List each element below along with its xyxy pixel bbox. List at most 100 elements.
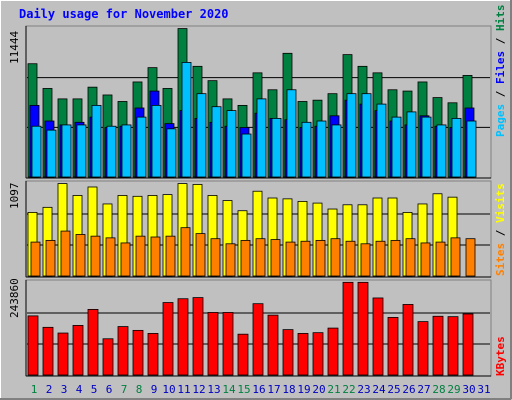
bar-sites-day-19 <box>300 240 311 277</box>
bar-pages-day-15 <box>241 133 252 178</box>
bottom-legend: KBytes <box>494 336 507 376</box>
x-label-day-15: 15 <box>237 383 250 396</box>
bar-kbytes-day-19 <box>297 333 309 376</box>
bar-pages-day-12 <box>196 93 207 178</box>
bar-pages-day-21 <box>331 124 342 178</box>
bar-pages-day-22 <box>346 93 357 178</box>
x-label-day-19: 19 <box>297 383 310 396</box>
bar-sites-day-8 <box>135 235 146 277</box>
middle-legend: Sites / Visits <box>494 183 507 276</box>
bar-sites-day-9 <box>150 236 161 277</box>
x-label-day-28: 28 <box>432 383 445 396</box>
bar-pages-day-25 <box>391 116 402 178</box>
bar-sites-day-27 <box>420 242 431 277</box>
bar-kbytes-day-1 <box>27 315 39 376</box>
bar-sites-day-15 <box>240 239 251 277</box>
bar-pages-day-10 <box>166 128 177 178</box>
bar-kbytes-day-2 <box>42 326 54 376</box>
bar-kbytes-day-15 <box>237 333 249 376</box>
bar-sites-day-5 <box>90 235 101 277</box>
legend-sites: Sites <box>494 243 507 276</box>
x-label-day-5: 5 <box>91 383 98 396</box>
bar-kbytes-day-29 <box>447 316 459 376</box>
bar-kbytes-day-12 <box>192 297 204 376</box>
bar-pages-day-9 <box>151 104 162 178</box>
bar-sites-day-20 <box>315 239 326 277</box>
bar-kbytes-day-5 <box>87 309 99 376</box>
bar-sites-day-4 <box>75 234 86 277</box>
bar-kbytes-day-26 <box>402 304 414 376</box>
bar-sites-day-14 <box>225 243 236 277</box>
legend-pages: Pages <box>494 104 507 137</box>
x-label-day-14: 14 <box>222 383 236 396</box>
bar-sites-day-7 <box>120 242 131 277</box>
bar-pages-day-29 <box>451 118 462 178</box>
bar-pages-day-30 <box>466 120 477 178</box>
bar-kbytes-day-21 <box>327 327 339 376</box>
x-label-day-11: 11 <box>177 383 190 396</box>
bar-sites-day-17 <box>270 239 281 277</box>
bar-sites-day-30 <box>465 238 476 277</box>
x-label-day-17: 17 <box>267 383 280 396</box>
legend-kbytes: KBytes <box>494 336 507 376</box>
bar-kbytes-day-11 <box>177 298 189 376</box>
x-label-day-10: 10 <box>162 383 175 396</box>
x-label-day-29: 29 <box>447 383 460 396</box>
bar-sites-day-18 <box>285 241 296 277</box>
x-label-day-25: 25 <box>387 383 400 396</box>
x-label-day-6: 6 <box>106 383 113 396</box>
legend-hits: Hits <box>494 5 507 32</box>
bar-pages-day-16 <box>256 98 267 178</box>
bar-pages-day-6 <box>106 125 117 178</box>
bar-pages-day-5 <box>91 104 102 178</box>
bar-kbytes-day-14 <box>222 312 234 376</box>
bar-kbytes-day-16 <box>252 303 264 376</box>
bar-sites-day-13 <box>210 238 221 277</box>
legend-visits: Visits <box>494 183 507 223</box>
bar-kbytes-day-7 <box>117 326 129 376</box>
x-label-day-23: 23 <box>357 383 370 396</box>
bar-pages-day-2 <box>46 129 57 178</box>
bar-sites-day-23 <box>360 243 371 277</box>
x-label-day-24: 24 <box>372 383 386 396</box>
x-label-day-27: 27 <box>417 383 430 396</box>
bar-pages-day-4 <box>76 124 87 178</box>
bar-sites-day-2 <box>45 239 56 277</box>
bar-sites-day-22 <box>345 240 356 277</box>
bar-kbytes-day-24 <box>372 297 384 376</box>
middle-max-label: 1097 <box>8 183 21 210</box>
x-label-day-4: 4 <box>76 383 83 396</box>
bar-sites-day-1 <box>30 241 41 277</box>
bar-pages-day-23 <box>361 93 372 178</box>
bar-kbytes-day-9 <box>147 333 159 376</box>
bar-sites-day-29 <box>450 237 461 277</box>
bottom-max-label: 243860 <box>8 278 21 318</box>
bar-kbytes-day-3 <box>57 332 69 376</box>
bar-sites-day-3 <box>60 230 71 277</box>
bar-sites-day-28 <box>435 241 446 277</box>
bar-pages-day-24 <box>376 103 387 178</box>
bar-kbytes-day-13 <box>207 312 219 376</box>
bar-sites-day-6 <box>105 237 116 277</box>
x-label-day-31: 31 <box>477 383 490 396</box>
bar-kbytes-day-25 <box>387 317 399 376</box>
bar-kbytes-day-18 <box>282 329 294 376</box>
bar-sites-day-21 <box>330 238 341 277</box>
bar-kbytes-day-22 <box>342 281 354 376</box>
bar-sites-day-25 <box>390 239 401 277</box>
x-label-day-12: 12 <box>192 383 205 396</box>
bar-kbytes-day-30 <box>462 313 474 376</box>
bar-pages-day-13 <box>211 106 222 178</box>
x-label-day-13: 13 <box>207 383 220 396</box>
x-label-day-1: 1 <box>31 383 38 396</box>
bar-pages-day-7 <box>121 124 132 178</box>
bar-pages-day-3 <box>61 124 72 178</box>
bar-pages-day-27 <box>421 116 432 178</box>
bar-kbytes-day-4 <box>72 325 84 376</box>
bar-pages-day-20 <box>316 120 327 178</box>
x-label-day-26: 26 <box>402 383 415 396</box>
x-label-day-3: 3 <box>61 383 68 396</box>
bar-kbytes-day-20 <box>312 332 324 376</box>
bar-sites-day-11 <box>180 227 191 277</box>
x-label-day-7: 7 <box>121 383 128 396</box>
